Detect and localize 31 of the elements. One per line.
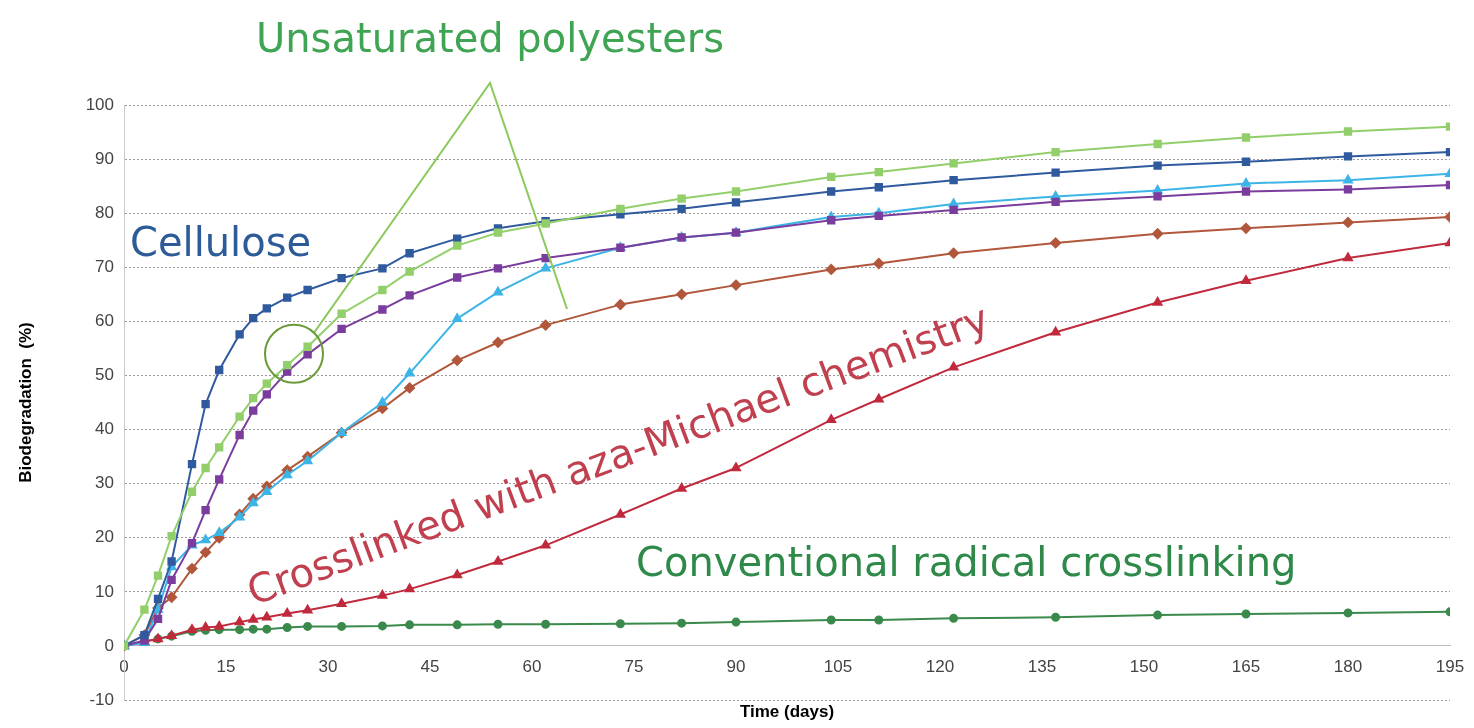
x-tick-label: 30 [318,656,338,676]
y-tick-label: 20 [95,527,114,547]
x-tick-label: 0 [119,656,129,676]
x-tick-label: 150 [1129,656,1159,676]
x-tick-label: 90 [726,656,746,676]
y-tick-label: 80 [95,202,114,222]
y-tick-label: 10 [95,581,114,601]
y-tick-label: 90 [95,148,114,168]
x-tick-label: 120 [925,656,955,676]
y-tick-label: 0 [104,635,114,655]
x-tick-label: 60 [522,656,542,676]
annotation: Cellulose [130,219,312,266]
y-tick-label: 50 [95,365,114,385]
y-axis-title: Biodegradation (%) [15,322,35,483]
x-tick-label: 165 [1231,656,1261,676]
annotation: Conventional radical crosslinking [636,539,1297,586]
x-tick-label: 15 [216,656,236,676]
x-tick-label: 135 [1027,656,1057,676]
x-tick-label: 75 [624,656,644,676]
x-tick-label: 180 [1333,656,1363,676]
y-tick-label: 100 [85,94,114,114]
y-tick-label: 40 [95,419,114,439]
x-tick-label: 45 [420,656,440,676]
x-axis-title: Time (days) [739,701,835,721]
x-tick-label: 105 [823,656,853,676]
text: Unsaturated polyesters [255,15,725,62]
x-tick-label: 195 [1435,656,1465,676]
y-tick-label: 70 [95,256,114,276]
y-tick-label: 30 [95,473,114,493]
y-tick-label: 60 [95,311,114,331]
y-tick-label: -10 [89,689,114,709]
